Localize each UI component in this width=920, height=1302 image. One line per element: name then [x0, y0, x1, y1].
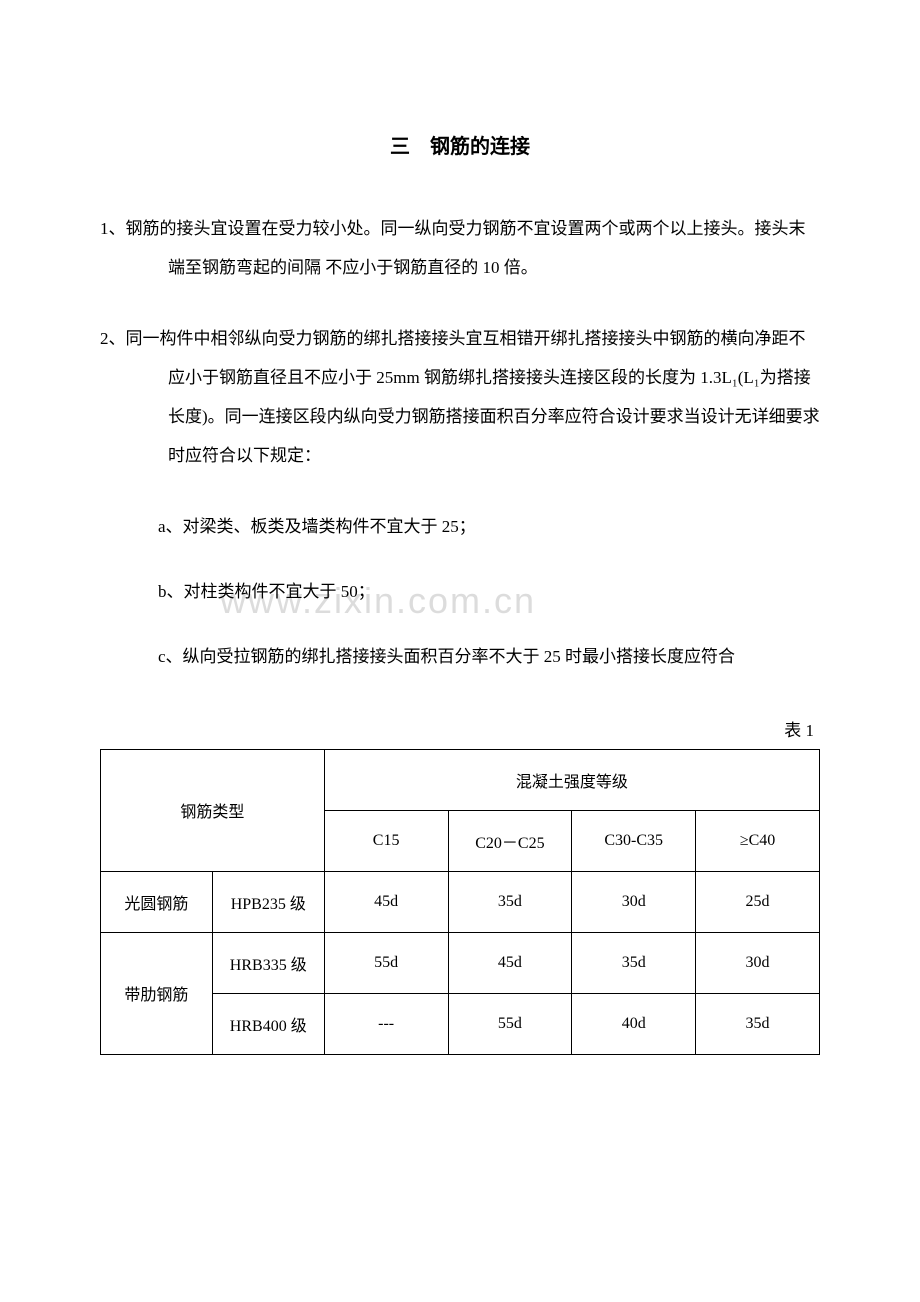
cell-type: 带肋钢筋: [101, 932, 213, 1054]
table-header-row-1: 钢筋类型 混凝土强度等级: [101, 749, 820, 810]
header-concrete-grade: 混凝土强度等级: [324, 749, 819, 810]
cell-c40: 30d: [696, 932, 820, 993]
cell-c15: ---: [324, 993, 448, 1054]
sub-item-b: b、对柱类构件不宜大于 50；: [158, 573, 820, 610]
list-item-2: 2、同一构件中相邻纵向受力钢筋的绑扎搭接接头宜互相错开绑扎搭接接头中钢筋的横向净…: [100, 319, 820, 475]
cell-c15: 45d: [324, 871, 448, 932]
header-type: 钢筋类型: [101, 749, 325, 871]
cell-c30: 40d: [572, 993, 696, 1054]
cell-c40: 35d: [696, 993, 820, 1054]
splice-length-table: 钢筋类型 混凝土强度等级 C15 C20－C25 C30-C35 ≥C40 光圆…: [100, 749, 820, 1055]
sub-item-c: c、纵向受拉钢筋的绑扎搭接接头面积百分率不大于 25 时最小搭接长度应符合: [158, 638, 820, 675]
cell-grade: HRB400 级: [212, 993, 324, 1054]
cell-c20: 55d: [448, 993, 572, 1054]
document-content: 三 钢筋的连接 1、钢筋的接头宜设置在受力较小处。同一纵向受力钢筋不宜设置两个或…: [100, 130, 820, 1055]
header-c40: ≥C40: [696, 810, 820, 871]
table-row: 带肋钢筋 HRB335 级 55d 45d 35d 30d: [101, 932, 820, 993]
cell-c30: 35d: [572, 932, 696, 993]
sub-item-a: a、对梁类、板类及墙类构件不宜大于 25；: [158, 508, 820, 545]
section-title: 三 钢筋的连接: [100, 130, 820, 159]
table-row: 光圆钢筋 HPB235 级 45d 35d 30d 25d: [101, 871, 820, 932]
header-c20: C20－C25: [448, 810, 572, 871]
list-item-1: 1、钢筋的接头宜设置在受力较小处。同一纵向受力钢筋不宜设置两个或两个以上接头。接…: [100, 209, 820, 287]
sub-list: a、对梁类、板类及墙类构件不宜大于 25； b、对柱类构件不宜大于 50； c、…: [100, 508, 820, 676]
cell-c30: 30d: [572, 871, 696, 932]
cell-c20: 45d: [448, 932, 572, 993]
cell-c15: 55d: [324, 932, 448, 993]
cell-type: 光圆钢筋: [101, 871, 213, 932]
header-c30: C30-C35: [572, 810, 696, 871]
header-c15: C15: [324, 810, 448, 871]
cell-grade: HRB335 级: [212, 932, 324, 993]
cell-c40: 25d: [696, 871, 820, 932]
cell-grade: HPB235 级: [212, 871, 324, 932]
table-caption: 表 1: [100, 716, 820, 741]
cell-c20: 35d: [448, 871, 572, 932]
